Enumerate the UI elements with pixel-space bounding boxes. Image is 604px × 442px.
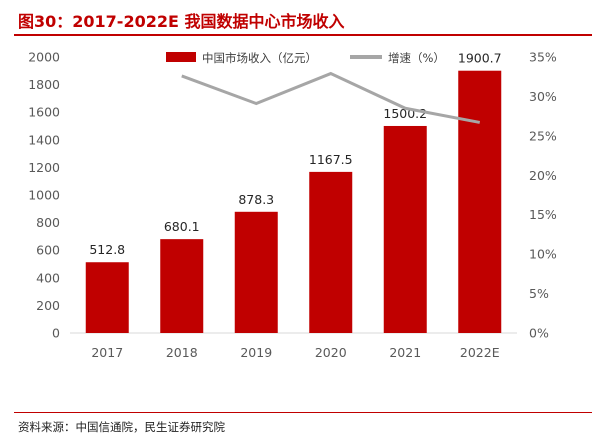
left-axis-tick-label: 200 <box>36 298 60 313</box>
left-axis-tick-label: 600 <box>36 243 60 258</box>
legend: 中国市场收入（亿元） 增速（%） <box>166 51 445 65</box>
legend-bar-swatch <box>166 52 196 62</box>
right-axis-tick-label: 10% <box>529 247 557 262</box>
left-axis-tick-label: 0 <box>52 326 60 341</box>
bar-data-label: 1167.5 <box>309 152 353 167</box>
figure-title: 图30：2017-2022E 我国数据中心市场收入 <box>18 12 345 31</box>
left-axis-tick-label: 800 <box>36 215 60 230</box>
left-axis-tick-label: 1800 <box>28 77 60 92</box>
x-axis-tick-label: 2019 <box>240 345 272 360</box>
legend-line-label: 增速（%） <box>388 51 445 65</box>
source-rule <box>14 412 592 413</box>
x-axis-tick-label: 2020 <box>315 345 347 360</box>
bar-series <box>85 70 502 333</box>
x-axis-tick-label: 2022E <box>460 345 500 360</box>
left-axis-tick-label: 1600 <box>28 105 60 120</box>
bar <box>309 171 353 333</box>
bar-data-label: 1900.7 <box>458 51 502 66</box>
left-axis-tick-label: 1200 <box>28 160 60 175</box>
x-axis-tick-label: 2017 <box>91 345 123 360</box>
right-axis-tick-label: 5% <box>529 286 549 301</box>
bar-data-label: 680.1 <box>164 219 200 234</box>
left-axis-tick-label: 1400 <box>28 132 60 147</box>
title-rule <box>14 34 592 36</box>
bar <box>85 262 129 333</box>
source-note: 资料来源：中国信通院，民生证券研究院 <box>18 420 225 434</box>
bar-data-label: 878.3 <box>238 192 274 207</box>
right-axis-tick-label: 30% <box>529 89 557 104</box>
bar-data-label: 512.8 <box>89 242 125 257</box>
bar <box>383 125 427 333</box>
right-axis-tick-label: 0% <box>529 326 549 341</box>
x-axis-tick-label: 2018 <box>166 345 198 360</box>
legend-bar-label: 中国市场收入（亿元） <box>202 51 317 65</box>
right-axis-tick-label: 15% <box>529 207 557 222</box>
right-axis-tick-label: 35% <box>529 50 557 65</box>
left-axis-ticks: 0 200 400 600 800 1000 1200 1400 1600 1800 2000 <box>28 50 60 341</box>
x-axis-ticks: 2017 2018 2019 2020 2021 2022E <box>91 345 499 360</box>
left-axis-tick-label: 1000 <box>28 188 60 203</box>
bar <box>160 239 204 333</box>
left-axis-tick-label: 2000 <box>28 50 60 65</box>
right-axis-ticks: 0% 5% 10% 15% 20% 25% 30% 35% <box>529 50 557 341</box>
x-axis-tick-label: 2021 <box>389 345 421 360</box>
growth-line-series <box>181 71 481 124</box>
left-axis-tick-label: 400 <box>36 270 60 285</box>
bar <box>234 211 278 333</box>
bar <box>458 70 502 333</box>
growth-line <box>181 71 481 124</box>
right-axis-tick-label: 20% <box>529 168 557 183</box>
right-axis-tick-label: 25% <box>529 128 557 143</box>
